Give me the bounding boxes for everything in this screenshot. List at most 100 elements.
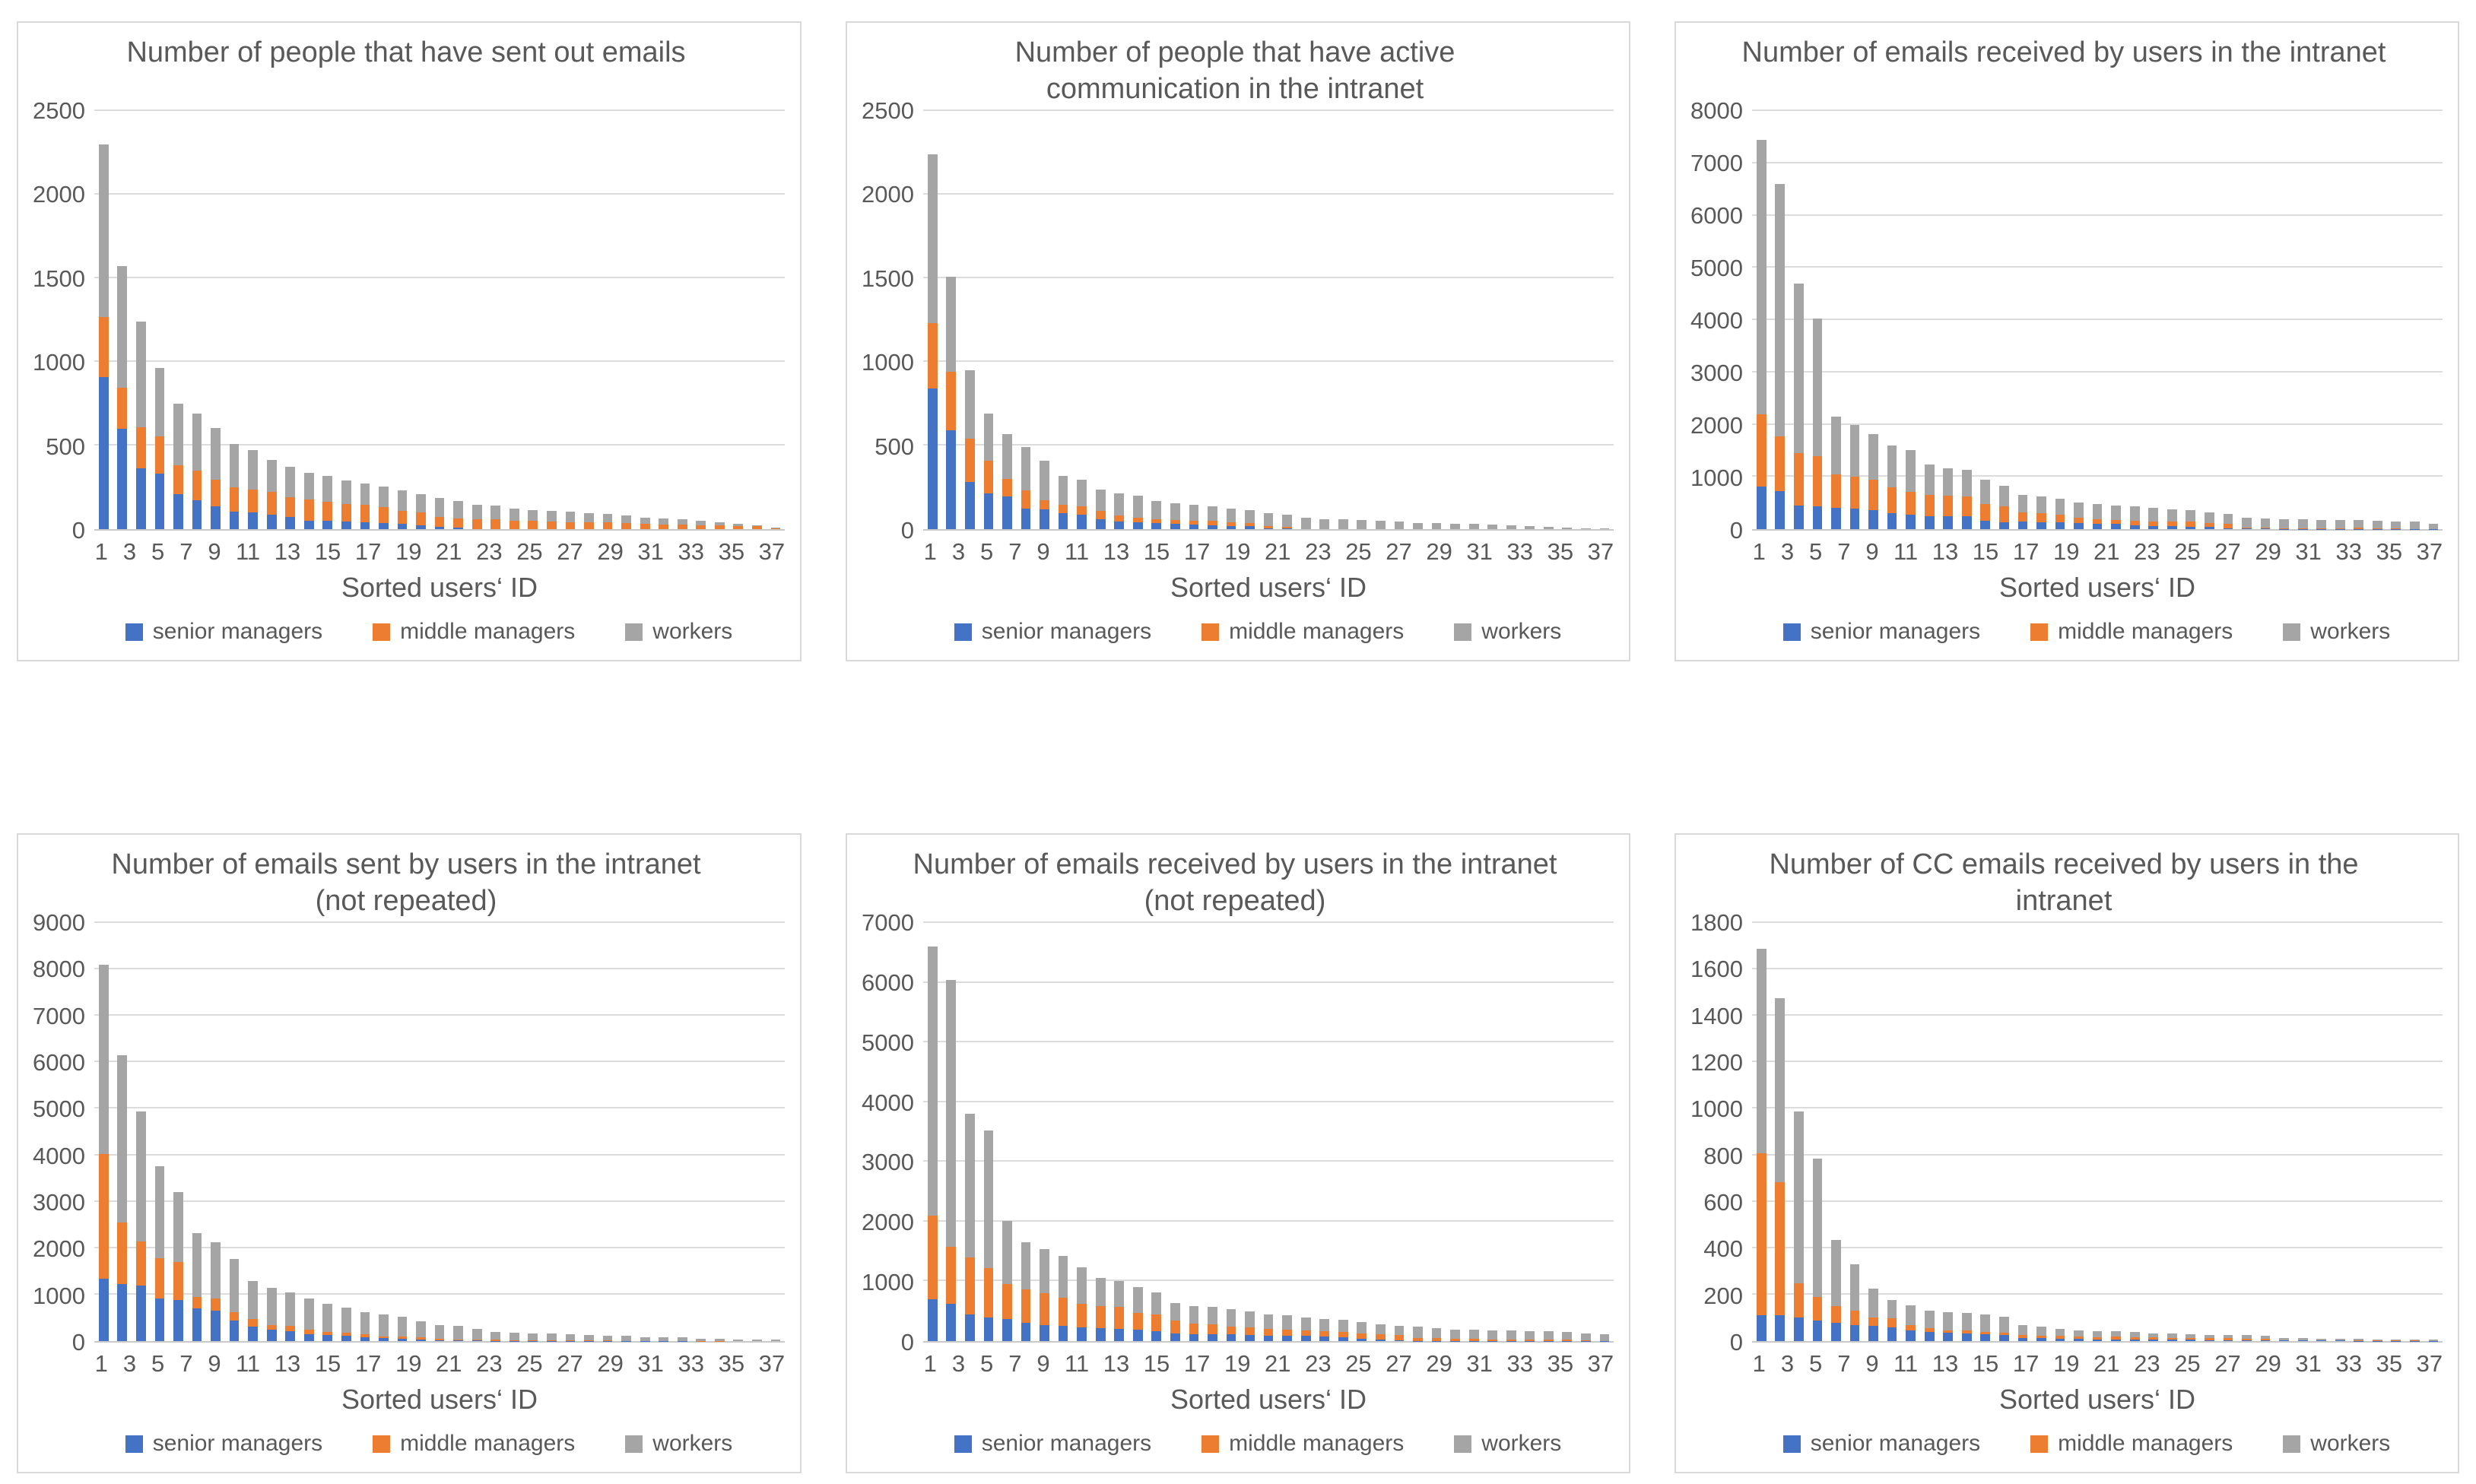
bar-segment-workers [1924, 1311, 1935, 1329]
bar-slot [132, 923, 151, 1341]
bar-segment-middle [1413, 1337, 1423, 1341]
x-tick-label: 23 [476, 1350, 503, 1377]
bar-segment-middle [434, 516, 445, 528]
bar-slot [1789, 111, 1808, 529]
bar-segment-middle [1775, 436, 1786, 491]
bar-slot [2293, 111, 2313, 529]
gridline [1752, 968, 2443, 970]
x-tick-label: 29 [2255, 1350, 2281, 1377]
y-tick-label: 3000 [1690, 360, 1743, 386]
stacked-bar-user-9 [248, 923, 259, 1341]
x-tick-label: 7 [1008, 538, 1022, 565]
bar-segment-senior [2316, 1340, 2327, 1341]
x-axis-title: Sorted users‘ ID [1170, 1384, 1367, 1415]
bar-segment-senior [1793, 506, 1804, 529]
x-tick-label: 15 [314, 1350, 341, 1377]
bar-segment-senior [416, 525, 426, 529]
chart-body: 0 500 1000 1500 2000 2500 [27, 97, 785, 544]
bar-segment-senior [1208, 1333, 1217, 1341]
bar-segment-workers [434, 1325, 445, 1339]
bar-segment-senior [2111, 1339, 2122, 1341]
stacked-bar-user-10 [1924, 111, 1935, 529]
stacked-bar-user-27 [584, 923, 594, 1341]
bar-slot [1446, 111, 1465, 529]
x-tick-label: 11 [235, 538, 261, 565]
bar-slot [923, 923, 942, 1341]
x-tick-label: 1 [94, 538, 108, 565]
bar-segment-workers [192, 414, 202, 471]
y-tick-label: 3000 [862, 1149, 914, 1176]
bar-segment-middle [1906, 491, 1916, 515]
bar-segment-workers [2205, 512, 2214, 524]
x-tick-label: 23 [2134, 538, 2160, 565]
bar-segment-middle [471, 1339, 482, 1341]
bar-segment-senior [983, 1317, 994, 1341]
bar-segment-middle [964, 439, 975, 483]
bar-slot [1334, 923, 1353, 1341]
bar-segment-middle [1002, 479, 1012, 497]
bar-slot [2069, 111, 2088, 529]
bar-segment-middle [2279, 1340, 2289, 1341]
bar-segment-senior [2260, 1340, 2271, 1341]
bar-slot [2125, 111, 2144, 529]
bar-slot [2274, 923, 2293, 1341]
bar-segment-middle [2242, 527, 2252, 529]
bar-segment-senior [266, 515, 277, 529]
x-tick-label: 25 [516, 538, 543, 565]
bar-segment-workers [2017, 1324, 2028, 1336]
bar-segment-middle [602, 522, 613, 529]
bar-slot [1408, 111, 1427, 529]
bar-segment-middle [1132, 1313, 1143, 1330]
bar-segment-workers [1831, 417, 1841, 474]
bar-segment-workers [659, 518, 669, 525]
bar-segment-workers [565, 511, 576, 522]
stacked-bar-user-1 [98, 111, 109, 529]
bar-slot [1446, 923, 1465, 1341]
bar-segment-senior [1095, 1327, 1106, 1341]
bar-segment-senior [1961, 516, 1972, 529]
stacked-bar-user-17 [2055, 111, 2065, 529]
chart-panel-emails-received-not-repeated: Number of emails received by users in th… [846, 833, 1630, 1473]
bar-segment-workers [752, 1339, 762, 1341]
legend-swatch-senior-icon [1782, 623, 1801, 641]
x-tick-label: 9 [1865, 1350, 1879, 1377]
stacked-bar-user-35 [2391, 923, 2401, 1341]
stacked-bar-user-24 [2186, 923, 2196, 1341]
bar-segment-workers [2391, 1339, 2401, 1341]
legend-label: middle managers [400, 1431, 576, 1456]
gridline [94, 1014, 785, 1016]
bar-slot [1371, 923, 1390, 1341]
x-tick-label: 7 [1837, 1350, 1851, 1377]
bar-segment-middle [1868, 479, 1878, 510]
bar-segment-workers [509, 1333, 519, 1340]
bar-slot [1054, 923, 1073, 1341]
bar-segment-workers [1338, 1320, 1348, 1333]
bar-segment-senior [1189, 524, 1199, 529]
stacked-bar-user-5 [1002, 923, 1012, 1341]
bar-slot [1920, 923, 1939, 1341]
gridline [923, 1100, 1614, 1102]
stacked-bar-user-10 [1095, 923, 1106, 1341]
bar-segment-workers [677, 1337, 687, 1341]
stacked-bar-user-11 [285, 111, 296, 529]
bar-segment-workers [528, 509, 538, 521]
bar-slot [1864, 923, 1883, 1341]
bar-segment-senior [2166, 1340, 2177, 1341]
bar-segment-senior [303, 1333, 314, 1341]
bar-slot [1035, 111, 1054, 529]
bar-segment-workers [1077, 480, 1087, 507]
bar-segment-senior [98, 1278, 109, 1341]
bar-segment-middle [2055, 515, 2065, 523]
x-tick-label: 35 [2376, 538, 2403, 565]
bar-segment-workers [584, 1335, 594, 1341]
bar-slot [729, 111, 748, 529]
bar-segment-workers [1132, 496, 1143, 518]
bar-segment-senior [1245, 1335, 1255, 1341]
bar-segment-workers [1961, 470, 1972, 496]
bar-segment-senior [173, 1300, 183, 1341]
x-tick-label: 31 [637, 1350, 664, 1377]
y-tick-label: 0 [71, 517, 85, 544]
bar-slot [2405, 111, 2424, 529]
y-tick-label: 5000 [33, 1096, 85, 1123]
bar-slot [1390, 111, 1409, 529]
